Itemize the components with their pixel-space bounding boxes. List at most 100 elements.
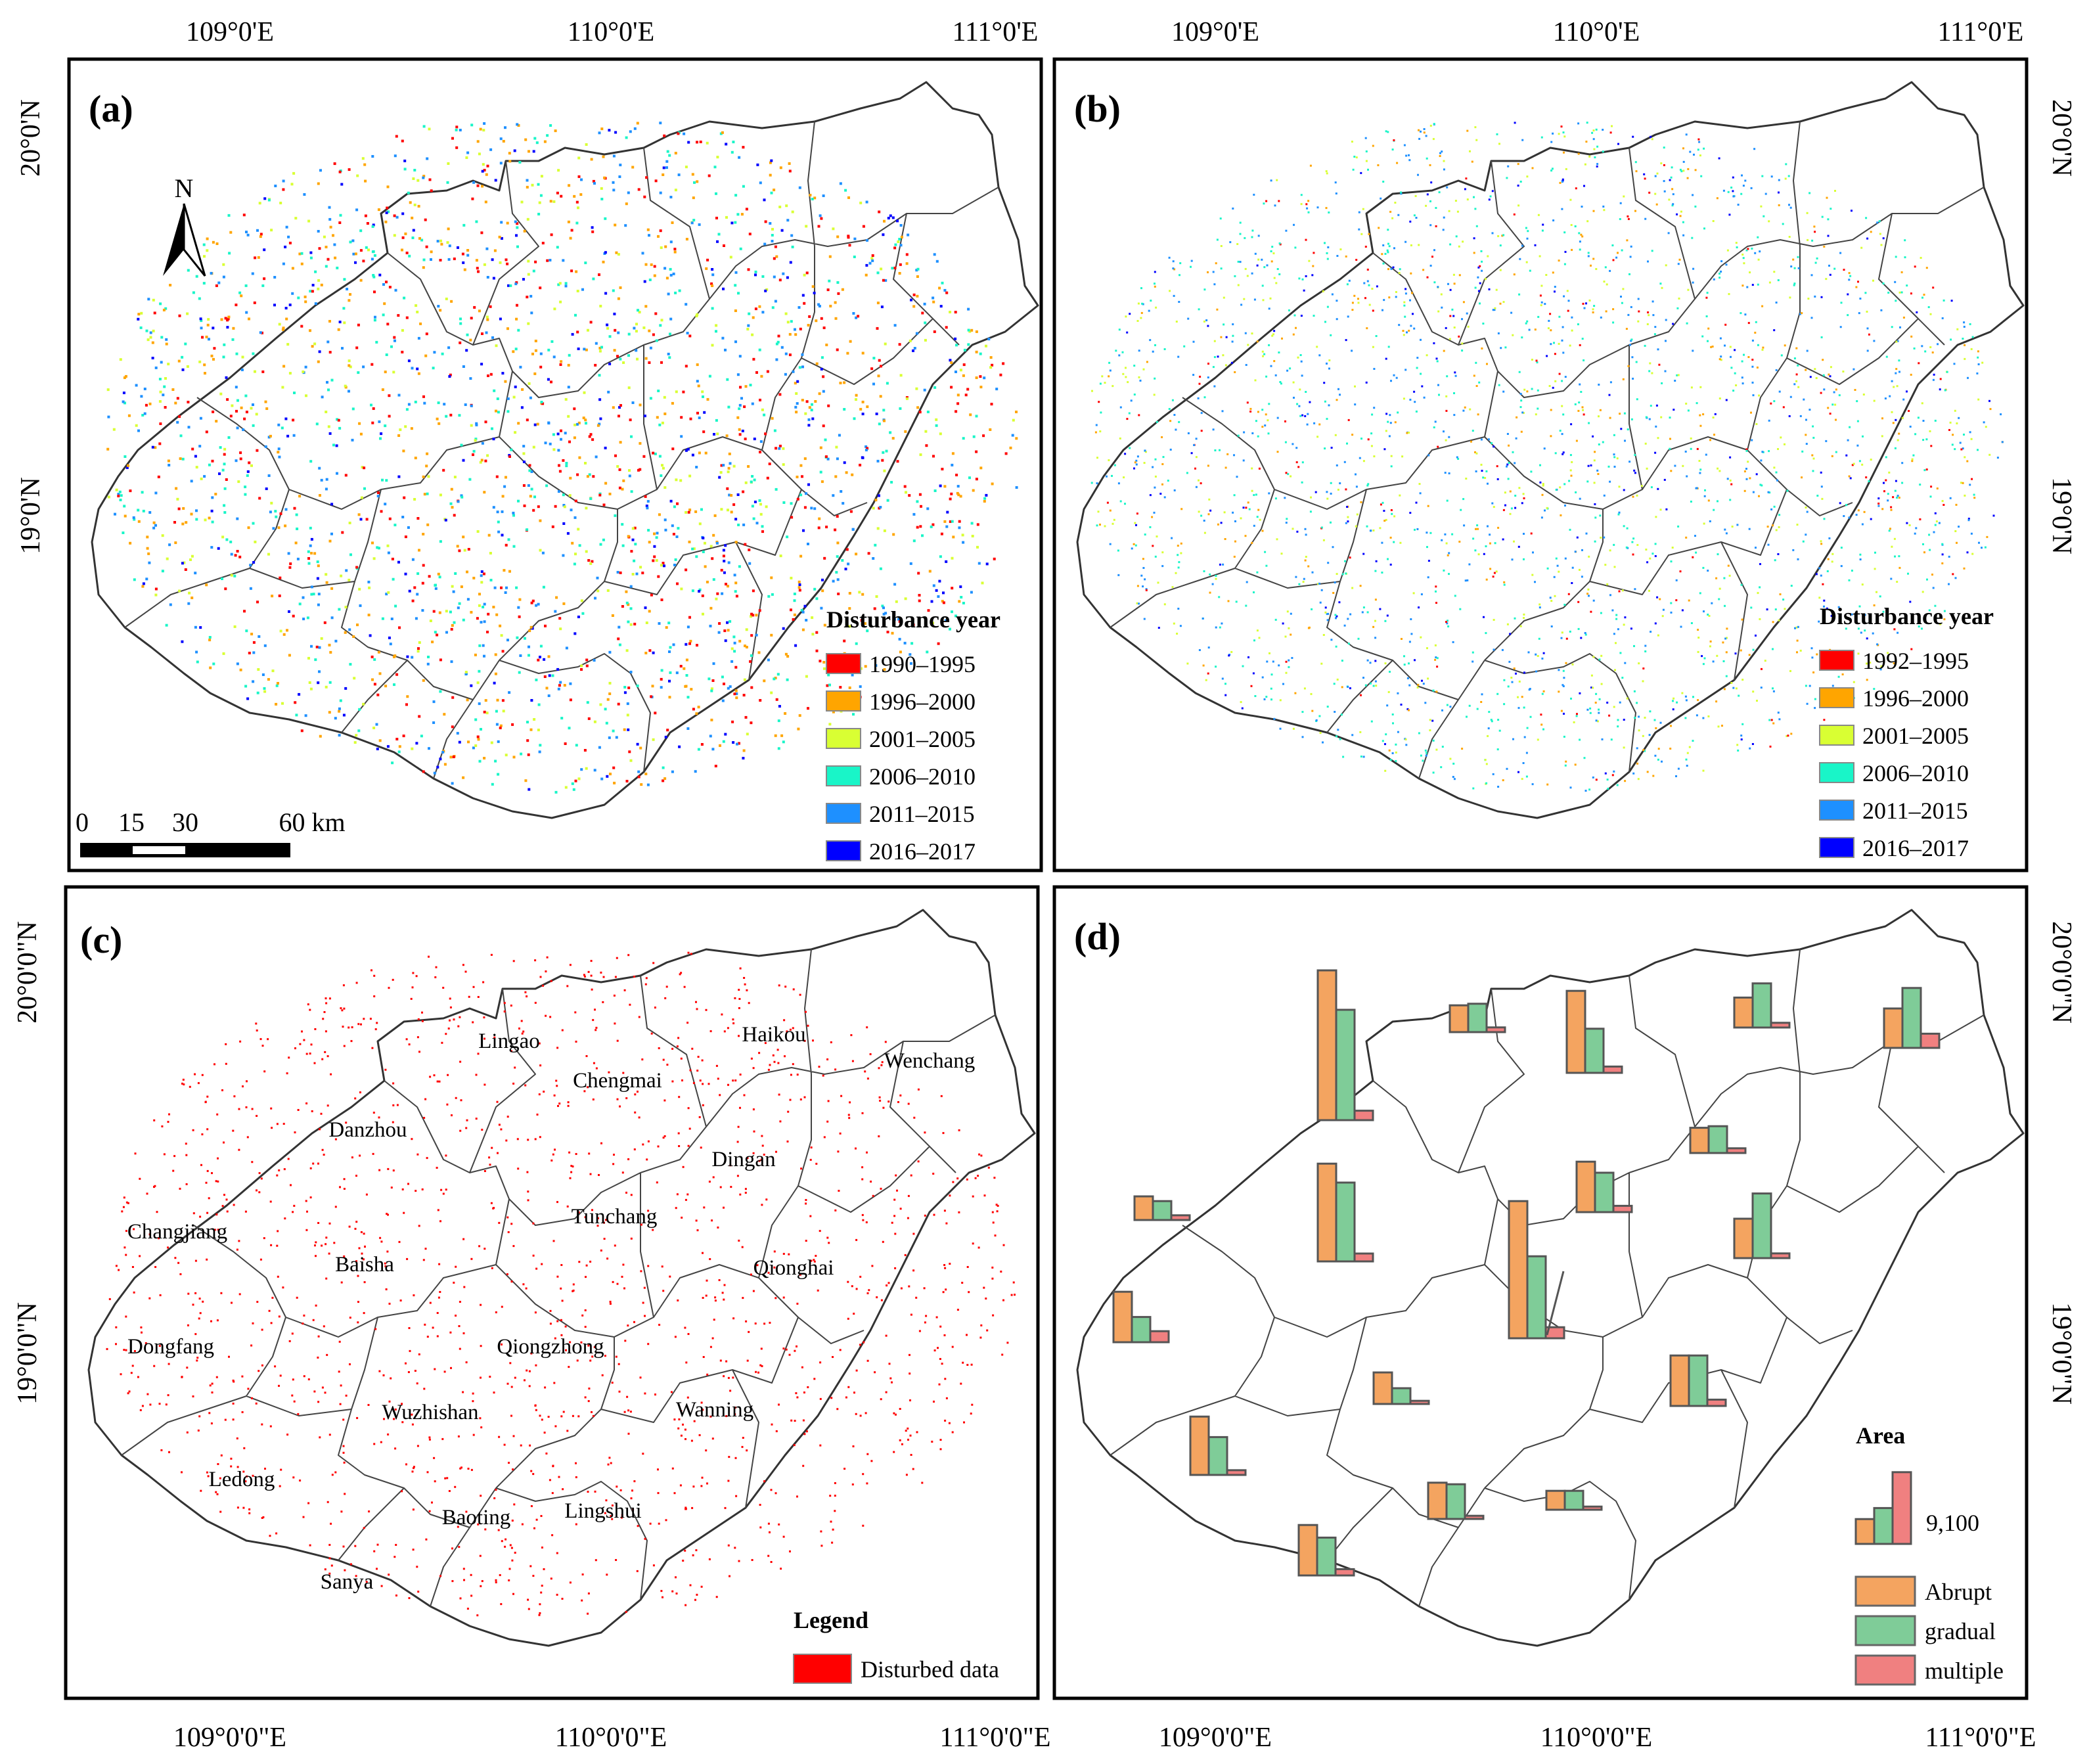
legend-title: Area (1856, 1422, 1905, 1449)
bar-group (1689, 1125, 1747, 1154)
legend-swatch (826, 803, 861, 824)
legend-title: Disturbance year (826, 606, 1000, 633)
bar-group (1449, 1003, 1506, 1033)
bar-group (1669, 1354, 1727, 1407)
legend-swatch (826, 840, 861, 861)
legend-sample-bar (1891, 1471, 1912, 1545)
bar-multiple (1920, 1032, 1941, 1049)
bar-multiple (1149, 1330, 1170, 1344)
lon-tick-label: 109°0'E (186, 17, 274, 47)
bar-multiple (1226, 1469, 1247, 1476)
panel-label-b: (b) (1074, 87, 1121, 130)
bar-group (1545, 1489, 1603, 1511)
bar-multiple (1770, 1022, 1791, 1029)
county-label: Baoting (442, 1506, 511, 1529)
scale-label: 30 (172, 807, 198, 837)
bar-group (1733, 1192, 1791, 1259)
bar-gradual (1526, 1255, 1547, 1340)
panel-frames (64, 57, 2029, 1700)
bar-abrupt (1565, 989, 1586, 1074)
bar-abrupt (1575, 1160, 1596, 1213)
legend-label: 2016–2017 (1862, 835, 1969, 861)
bar-multiple (1464, 1514, 1485, 1520)
bar-multiple (1485, 1026, 1506, 1033)
bar-abrupt (1508, 1200, 1529, 1340)
bar-groups (1112, 969, 1941, 1577)
county-label: Baisha (335, 1253, 394, 1277)
legend-title: Legend (794, 1607, 868, 1633)
bar-gradual (1131, 1316, 1152, 1344)
legend-sample-bar (1873, 1506, 1894, 1545)
county-label: Chengmai (573, 1069, 662, 1093)
county-label: Dongfang (127, 1335, 214, 1359)
bar-group (1112, 1290, 1170, 1344)
legend-swatch (1819, 650, 1854, 671)
lat-tick-label: 20°0'0"N (12, 921, 43, 1024)
bar-group (1316, 1162, 1374, 1263)
county-label: Wenchang (884, 1049, 975, 1073)
lon-tick-label: 109°0'0"E (173, 1723, 286, 1753)
panel-a-frame (67, 57, 1043, 872)
disturbance-points (106, 951, 1016, 1617)
bar-multiple (1409, 1399, 1430, 1405)
bar-multiple (1353, 1110, 1374, 1121)
legend-swatch (1819, 837, 1854, 858)
bar-abrupt (1297, 1524, 1318, 1577)
bar-gradual (1707, 1125, 1728, 1154)
bar-group (1372, 1371, 1430, 1405)
lon-tick-label: 110°0'E (568, 17, 654, 47)
bar-gradual (1445, 1483, 1466, 1520)
bar-abrupt (1316, 1162, 1337, 1263)
bar-group (1575, 1160, 1633, 1213)
legend-swatch (1854, 1615, 1916, 1646)
bar-gradual (1467, 1003, 1488, 1033)
leader-line (1546, 1271, 1565, 1336)
panel-b-map (1076, 81, 2025, 819)
panel-content (87, 81, 2025, 1647)
bar-abrupt (1316, 969, 1337, 1121)
county-label: Ledong (209, 1468, 275, 1491)
bar-multiple (1353, 1252, 1374, 1263)
legend-label: Abrupt (1925, 1579, 1992, 1605)
county-label: Dingan (711, 1148, 775, 1171)
bar-gradual (1152, 1200, 1173, 1221)
bar-multiple (1544, 1326, 1565, 1340)
bar-abrupt (1733, 1217, 1754, 1259)
north-arrow-label: N (175, 173, 194, 203)
bar-abrupt (1133, 1195, 1154, 1221)
legend-swatch (1854, 1654, 1916, 1686)
bar-abrupt (1669, 1354, 1690, 1407)
legend-swatch (793, 1654, 852, 1684)
lat-tick-label: 20°0'0"N (2046, 921, 2077, 1024)
panel-text: 109°0'E 110°0'E 111°0'E 109°0'E 110°0'E 111°0… (12, 17, 2077, 1753)
legend-label: Disturbed data (861, 1656, 999, 1683)
legend-label: 1996–2000 (869, 689, 976, 715)
bar-abrupt (1733, 996, 1754, 1029)
north-arrow-icon (163, 204, 184, 276)
bar-group (1427, 1481, 1485, 1520)
bar-multiple (1334, 1568, 1355, 1577)
panel-c-frame (64, 885, 1040, 1700)
bar-group (1297, 1524, 1355, 1577)
bar-group (1565, 989, 1623, 1074)
legend-swatch (826, 728, 861, 749)
bar-multiple (1726, 1147, 1747, 1154)
legend-label: 2006–2010 (869, 763, 976, 790)
legend-swatch (1819, 725, 1854, 746)
panel-label-c: (c) (80, 918, 122, 961)
bar-multiple (1706, 1398, 1727, 1407)
panel-label-d: (d) (1074, 915, 1121, 958)
bar-group (1133, 1195, 1191, 1221)
lon-tick-label: 109°0'0"E (1159, 1723, 1272, 1753)
bar-abrupt (1112, 1290, 1133, 1344)
county-label: Qiongzhong (497, 1335, 604, 1359)
bar-gradual (1391, 1387, 1412, 1405)
legend-label: 2001–2005 (1862, 723, 1969, 749)
bar-abrupt (1372, 1371, 1393, 1405)
panel-label-a: (a) (89, 87, 133, 130)
scale-label: 15 (118, 807, 145, 837)
bar-abrupt (1427, 1481, 1448, 1520)
county-label: Qionghai (753, 1256, 834, 1280)
county-label: Danzhou (328, 1118, 407, 1142)
